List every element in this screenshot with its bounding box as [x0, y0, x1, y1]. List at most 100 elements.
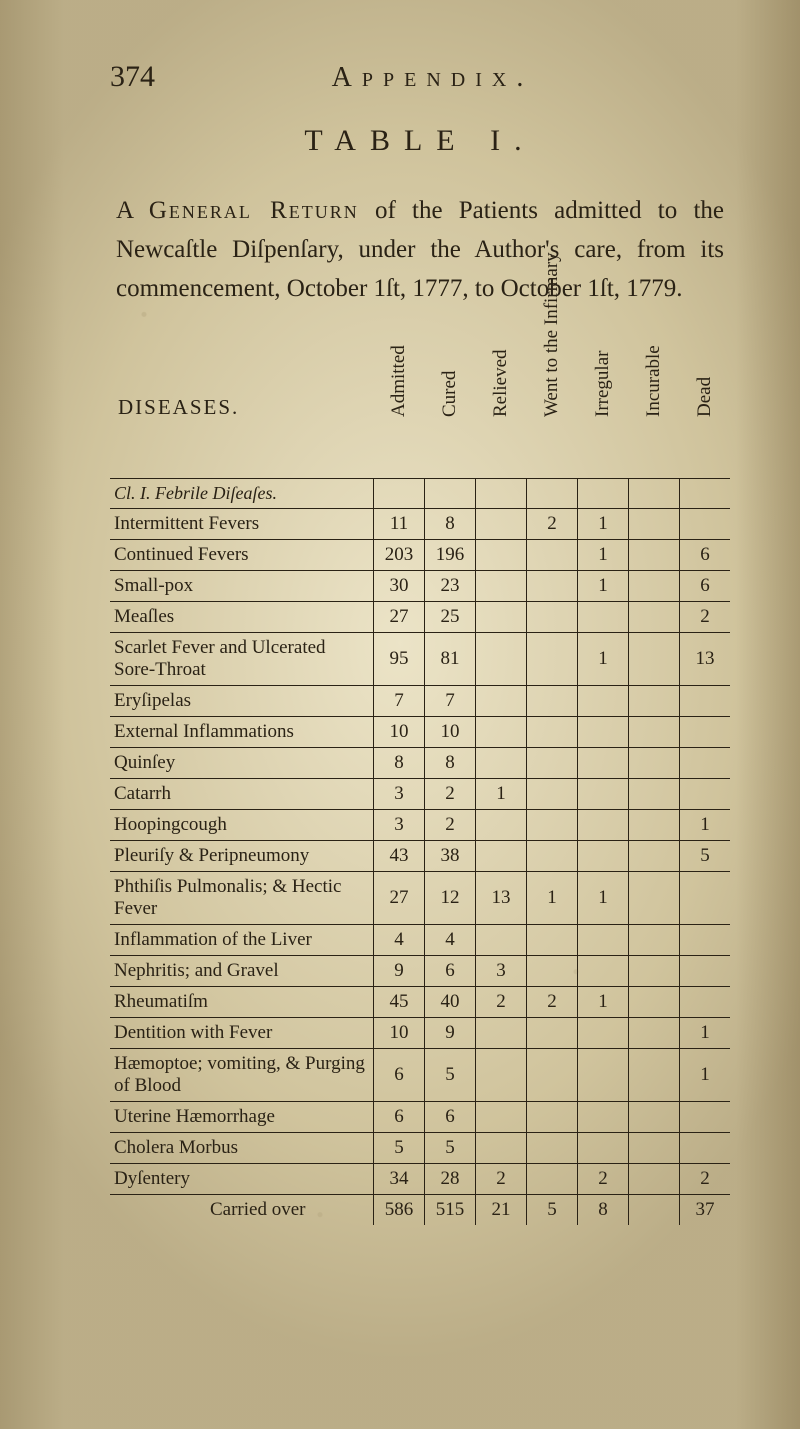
disease-label: Rheumatiſm — [110, 987, 374, 1018]
section-label: Cl. I. Febrile Diſeaſes. — [110, 479, 374, 509]
diseases-table: DISEASES. Admitted Cured Relieved Went t… — [110, 336, 730, 1225]
cell — [578, 717, 629, 748]
cell — [578, 1049, 629, 1102]
table-row: Hæmoptoe; vomiting, & Purging of Blood65… — [110, 1049, 730, 1102]
table-row: Pleuriſy & Peripneumony43385 — [110, 841, 730, 872]
cell: 1 — [680, 1049, 731, 1102]
disease-label: Quinſey — [110, 748, 374, 779]
col-irregular: Irregular — [578, 336, 629, 479]
cell: 10 — [374, 717, 425, 748]
cell: 21 — [476, 1195, 527, 1226]
disease-label: Inflammation of the Liver — [110, 925, 374, 956]
disease-label: Hoopingcough — [110, 810, 374, 841]
cell: 8 — [374, 748, 425, 779]
cell: 5 — [425, 1133, 476, 1164]
cell — [629, 1195, 680, 1226]
cell: 27 — [374, 872, 425, 925]
cell: 40 — [425, 987, 476, 1018]
cell: 2 — [527, 987, 578, 1018]
disease-label: Cholera Morbus — [110, 1133, 374, 1164]
cell — [629, 1049, 680, 1102]
cell — [680, 686, 731, 717]
cell: 27 — [374, 602, 425, 633]
cell — [476, 841, 527, 872]
cell — [578, 602, 629, 633]
cell — [527, 479, 578, 509]
cell — [527, 1133, 578, 1164]
cell: 6 — [425, 956, 476, 987]
cell: 7 — [425, 686, 476, 717]
intro-paragraph: A General Return of the Patients admitte… — [116, 192, 724, 308]
cell: 25 — [425, 602, 476, 633]
cell — [527, 686, 578, 717]
cell — [629, 717, 680, 748]
table-row: Intermittent Fevers11821 — [110, 509, 730, 540]
cell — [527, 571, 578, 602]
cell: 1 — [578, 509, 629, 540]
disease-label: Meaſles — [110, 602, 374, 633]
cell — [680, 1133, 731, 1164]
page-number: 374 — [110, 60, 155, 94]
cell: 196 — [425, 540, 476, 571]
cell: 2 — [527, 509, 578, 540]
cell — [629, 571, 680, 602]
cell — [680, 748, 731, 779]
cell — [578, 841, 629, 872]
cell — [578, 779, 629, 810]
cell — [578, 748, 629, 779]
table-row: Quinſey88 — [110, 748, 730, 779]
cell — [476, 1133, 527, 1164]
cell — [476, 748, 527, 779]
running-head: Appendix. — [195, 62, 730, 94]
cell — [476, 925, 527, 956]
table-row: Scarlet Fever and Ulcerated Sore-Throat9… — [110, 633, 730, 686]
cell: 2 — [425, 810, 476, 841]
col-diseases: DISEASES. — [110, 336, 374, 479]
cell — [629, 925, 680, 956]
cell — [527, 1164, 578, 1195]
cell: 37 — [680, 1195, 731, 1226]
disease-label: Uterine Hæmorrhage — [110, 1102, 374, 1133]
disease-label: Dyſentery — [110, 1164, 374, 1195]
cell: 9 — [374, 956, 425, 987]
page-header: 374 Appendix. — [110, 60, 730, 94]
cell — [629, 748, 680, 779]
cell: 1 — [680, 1018, 731, 1049]
disease-label: Eryſipelas — [110, 686, 374, 717]
col-cured: Cured — [425, 336, 476, 479]
cell: 6 — [425, 1102, 476, 1133]
cell — [629, 1164, 680, 1195]
cell — [527, 1049, 578, 1102]
cell: 23 — [425, 571, 476, 602]
carried-label: Carried over — [110, 1195, 374, 1226]
table-row: Dentition with Fever1091 — [110, 1018, 730, 1049]
table-row: External Inflammations1010 — [110, 717, 730, 748]
cell — [629, 1133, 680, 1164]
cell — [680, 1102, 731, 1133]
disease-label: Scarlet Fever and Ulcerated Sore-Throat — [110, 633, 374, 686]
cell — [629, 540, 680, 571]
cell: 9 — [425, 1018, 476, 1049]
cell — [578, 956, 629, 987]
cell: 1 — [578, 540, 629, 571]
cell: 2 — [476, 987, 527, 1018]
cell: 30 — [374, 571, 425, 602]
table-row: Rheumatiſm4540221 — [110, 987, 730, 1018]
cell: 1 — [680, 810, 731, 841]
cell — [527, 1018, 578, 1049]
col-dead: Dead — [680, 336, 731, 479]
cell: 8 — [578, 1195, 629, 1226]
disease-label: Hæmoptoe; vomiting, & Purging of Blood — [110, 1049, 374, 1102]
section-row: Cl. I. Febrile Diſeaſes. — [110, 479, 730, 509]
cell: 5 — [425, 1049, 476, 1102]
cell: 10 — [425, 717, 476, 748]
cell: 12 — [425, 872, 476, 925]
cell — [680, 479, 731, 509]
cell: 11 — [374, 509, 425, 540]
cell — [578, 1133, 629, 1164]
cell: 2 — [680, 602, 731, 633]
cell — [578, 686, 629, 717]
cell: 5 — [374, 1133, 425, 1164]
table-row: Phthiſis Pulmonalis; & Hectic Fever27121… — [110, 872, 730, 925]
cell: 28 — [425, 1164, 476, 1195]
